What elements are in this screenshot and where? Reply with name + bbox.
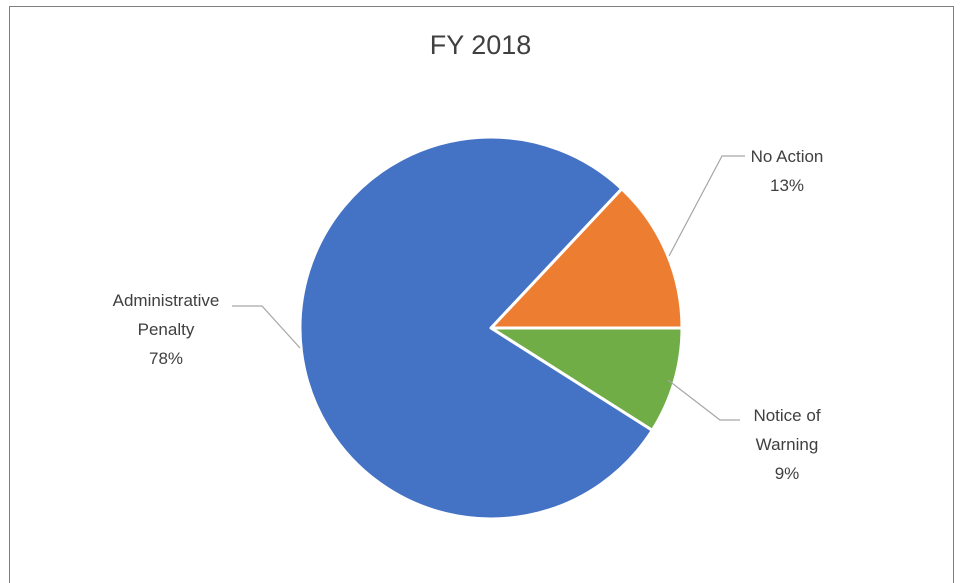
leader-line [232,305,301,349]
pie-slice-no-action [489,187,684,330]
leader-line [667,379,740,421]
pie-slice-notice-of-warning [489,326,684,432]
leader-line [668,155,745,257]
pie-slice-administrative-penalty [298,135,654,521]
chart-title: FY 2018 [429,30,532,60]
chart-area [9,6,954,583]
data-label: No Action 13% [751,147,824,195]
data-label: Administrative Penalty 78% [113,291,220,368]
data-label: Notice of Warning 9% [753,406,820,483]
